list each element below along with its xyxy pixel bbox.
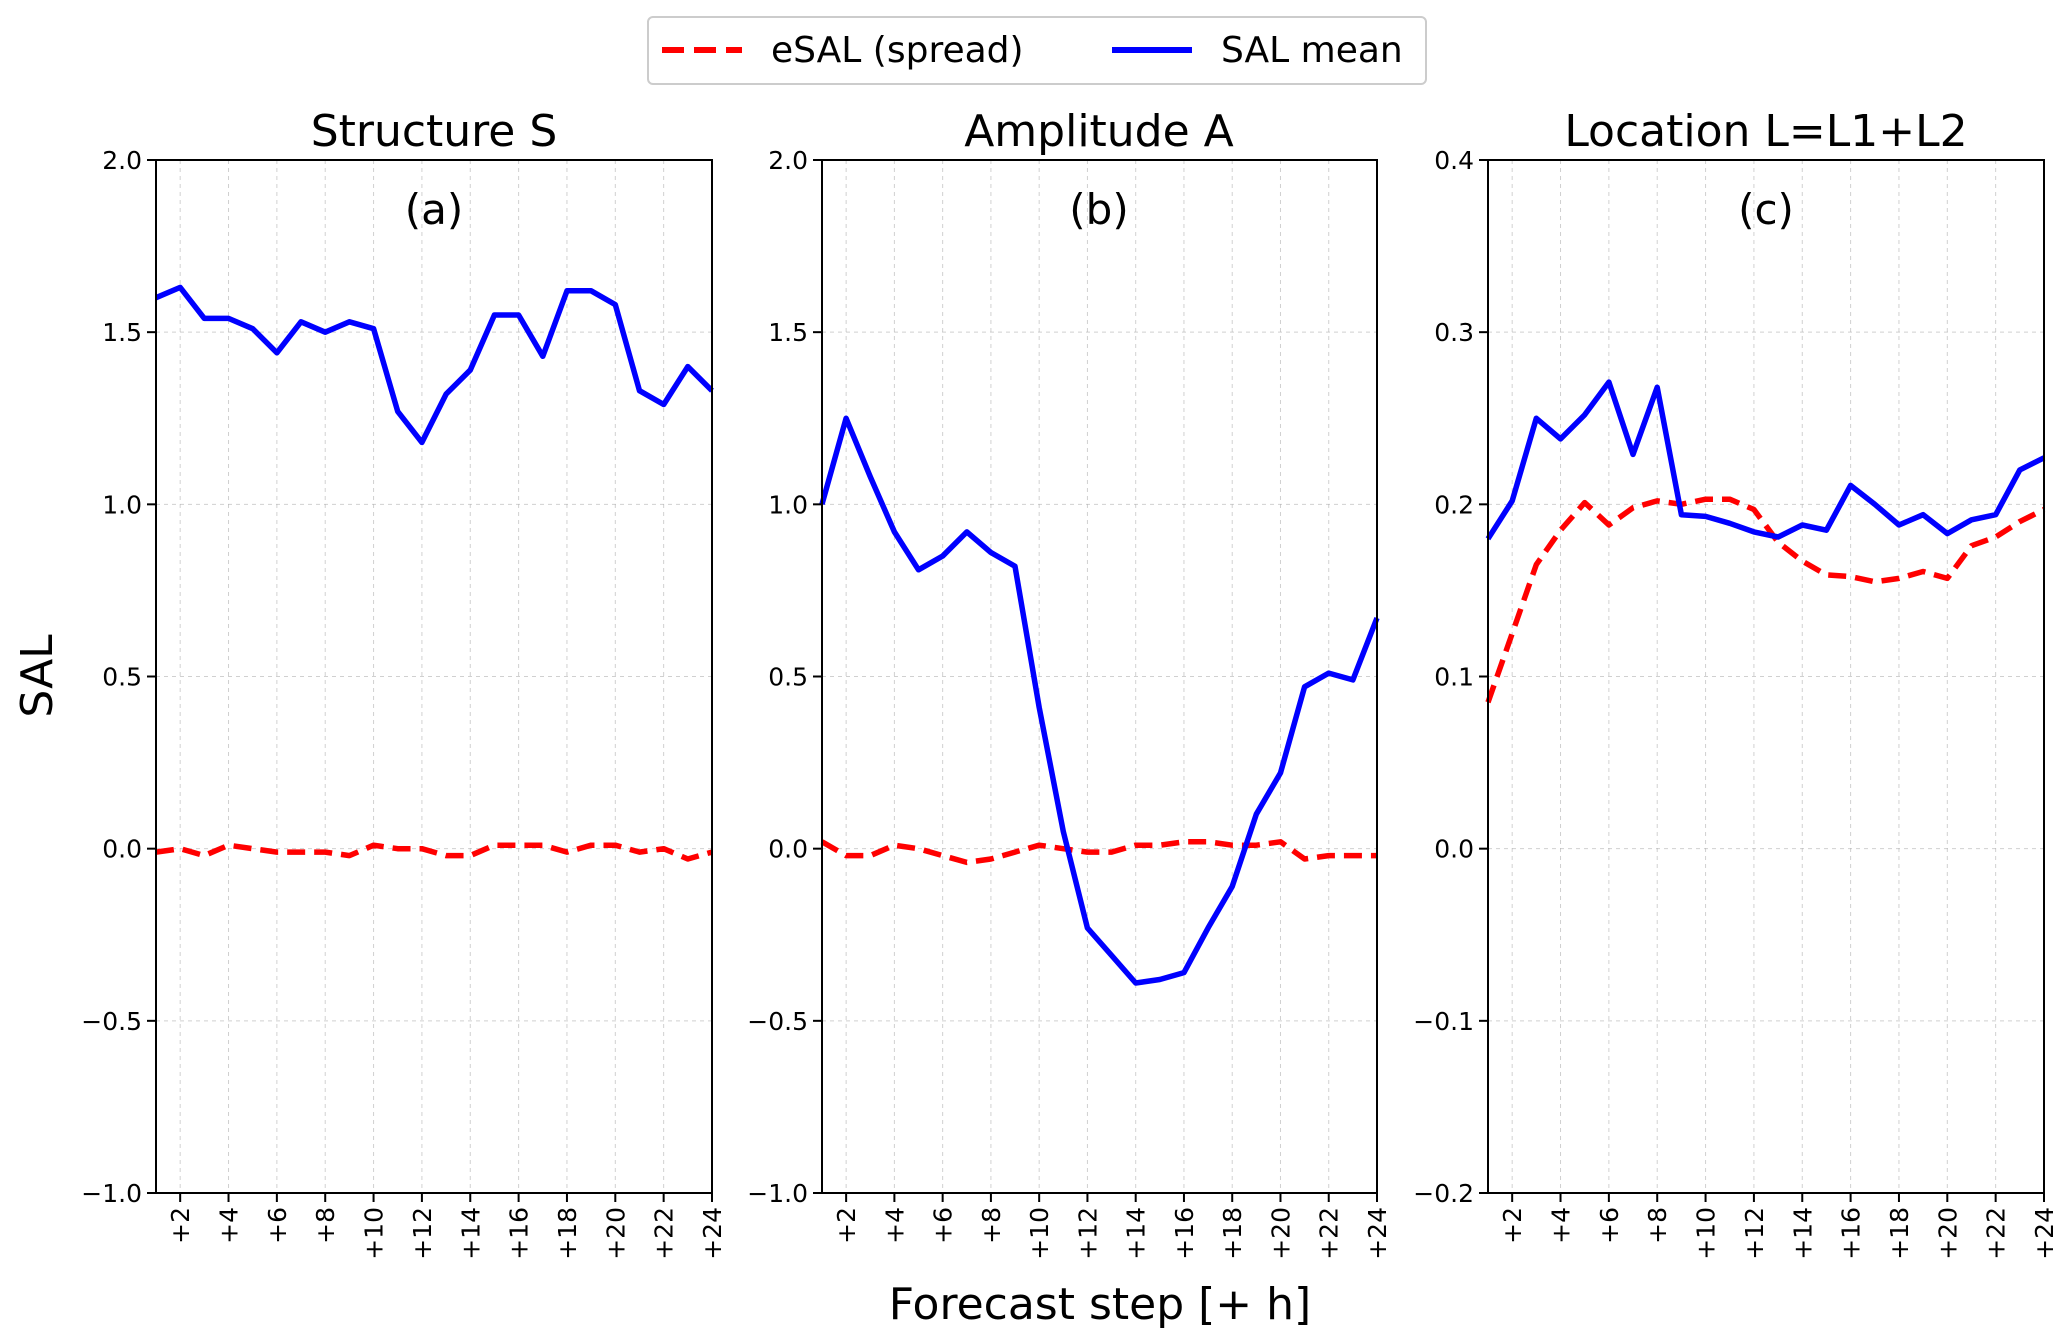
sal-mean-line-structure	[154, 284, 714, 446]
panel-label-c: (c)	[1738, 185, 1794, 234]
y-tick-label: 1.0	[102, 490, 142, 519]
y-tick-label: 0.1	[1434, 663, 1474, 692]
x-tick-label: +6	[929, 1207, 958, 1244]
panel-amplitude: Amplitude A −1.0 −0.5 0.0 0.5 1.0 1.5 2.0 +2 +4…	[747, 106, 1392, 1260]
x-tick-label: +10	[1692, 1207, 1721, 1260]
x-axis-label: Forecast step [+ h]	[889, 1279, 1311, 1330]
y-tick-label: 0.4	[1434, 146, 1474, 175]
x-tick-label: +4	[880, 1207, 909, 1244]
x-ticks-amplitude: +2 +4 +6 +8 +10 +12 +14 +16 +18 +20 +22 +24	[832, 1193, 1392, 1260]
x-tick-label: +8	[1643, 1207, 1672, 1244]
x-tick-label: +6	[263, 1207, 292, 1244]
x-tick-label: +20	[1933, 1207, 1962, 1260]
y-tick-label: 1.0	[768, 490, 808, 519]
x-tick-label: +24	[2030, 1207, 2059, 1260]
sal-mean-line-amplitude	[819, 415, 1380, 986]
x-tick-label: +16	[1837, 1207, 1866, 1260]
x-tick-label: +20	[601, 1207, 630, 1260]
y-ticks-structure: −1.0 −0.5 0.0 0.5 1.0 1.5 2.0	[81, 146, 156, 1208]
x-tick-label: +6	[1595, 1207, 1624, 1244]
x-tick-label: +24	[1363, 1207, 1392, 1260]
x-tick-label: +10	[360, 1207, 389, 1260]
y-tick-label: −0.1	[1413, 1007, 1474, 1036]
x-tick-label: +18	[553, 1207, 582, 1260]
y-axis-label: SAL	[12, 634, 63, 718]
y-tick-label: 0.0	[1434, 835, 1474, 864]
x-ticks-location: +2 +4 +6 +8 +10 +12 +14 +16 +18 +20 +22 +24	[1498, 1193, 2059, 1260]
x-tick-label: +2	[166, 1207, 195, 1244]
sal-mean-line-location	[1485, 379, 2046, 541]
y-tick-label: −1.0	[747, 1179, 808, 1208]
x-ticks-structure: +2 +4 +6 +8 +10 +12 +14 +16 +18 +20 +22 +24	[166, 1193, 727, 1260]
x-tick-label: +22	[1982, 1207, 2011, 1260]
y-tick-label: 0.5	[768, 663, 808, 692]
y-tick-label: −0.5	[747, 1007, 808, 1036]
x-tick-label: +16	[1170, 1207, 1199, 1260]
x-tick-label: +20	[1266, 1207, 1295, 1260]
panel-label-b: (b)	[1069, 185, 1128, 234]
y-tick-label: −0.2	[1413, 1179, 1474, 1208]
x-tick-label: +22	[650, 1207, 679, 1260]
y-tick-label: 0.0	[102, 835, 142, 864]
panel-title-amplitude: Amplitude A	[964, 106, 1234, 157]
x-tick-label: +8	[311, 1207, 340, 1244]
x-tick-label: +8	[977, 1207, 1006, 1244]
legend-label-esal: eSAL (spread)	[771, 30, 1024, 71]
legend: eSAL (spread) SAL mean	[647, 16, 1427, 85]
x-tick-label: +14	[1122, 1207, 1151, 1260]
grid-amplitude	[822, 159, 1378, 1194]
y-tick-label: −0.5	[81, 1007, 142, 1036]
y-tick-label: 1.5	[768, 318, 808, 347]
x-tick-label: +18	[1218, 1207, 1247, 1260]
y-tick-label: 1.5	[102, 318, 142, 347]
x-tick-label: +24	[698, 1207, 727, 1260]
panel-title-location: Location L=L1+L2	[1564, 106, 1967, 157]
x-tick-label: +4	[1547, 1207, 1576, 1244]
y-tick-label: 0.3	[1434, 318, 1474, 347]
x-tick-label: +12	[408, 1207, 437, 1260]
x-tick-label: +16	[505, 1207, 534, 1260]
panel-structure: Structure S −1.0 −0.5 0.0 0.5 1.0 1.5 2.0 +2 +4…	[81, 106, 727, 1260]
y-tick-label: 2.0	[768, 146, 808, 175]
x-tick-label: +2	[832, 1207, 861, 1244]
x-tick-label: +18	[1885, 1207, 1914, 1260]
x-tick-label: +4	[215, 1207, 244, 1244]
y-ticks-amplitude: −1.0 −0.5 0.0 0.5 1.0 1.5 2.0	[747, 146, 822, 1208]
legend-frame	[647, 16, 1427, 85]
y-tick-label: −1.0	[81, 1179, 142, 1208]
grid-location	[1488, 159, 2045, 1194]
y-tick-label: 0.0	[768, 835, 808, 864]
x-tick-label: +12	[1740, 1207, 1769, 1260]
series-group-location	[1485, 379, 2046, 704]
series-group-structure	[154, 284, 714, 862]
panel-title-structure: Structure S	[311, 106, 558, 157]
grid-structure	[156, 159, 713, 1194]
x-tick-label: +14	[1788, 1207, 1817, 1260]
x-tick-label: +14	[456, 1207, 485, 1260]
x-tick-label: +12	[1073, 1207, 1102, 1260]
esal-spread-line-structure	[155, 842, 713, 862]
esal-spread-line-location	[1485, 496, 2046, 704]
y-tick-label: 0.2	[1434, 490, 1474, 519]
panel-label-a: (a)	[405, 185, 464, 234]
panel-location: Location L=L1+L2 −0.2 −0.1 0.0 0.1 0.2 0.3 0.4…	[1413, 106, 2059, 1260]
legend-label-sal-mean: SAL mean	[1221, 30, 1403, 71]
y-tick-label: 2.0	[102, 146, 142, 175]
esal-spread-line-amplitude	[820, 839, 1377, 866]
series-group-amplitude	[819, 415, 1380, 986]
y-ticks-location: −0.2 −0.1 0.0 0.1 0.2 0.3 0.4	[1413, 146, 1488, 1208]
x-tick-label: +10	[1025, 1207, 1054, 1260]
x-tick-label: +22	[1315, 1207, 1344, 1260]
x-tick-label: +2	[1498, 1207, 1527, 1244]
y-tick-label: 0.5	[102, 663, 142, 692]
